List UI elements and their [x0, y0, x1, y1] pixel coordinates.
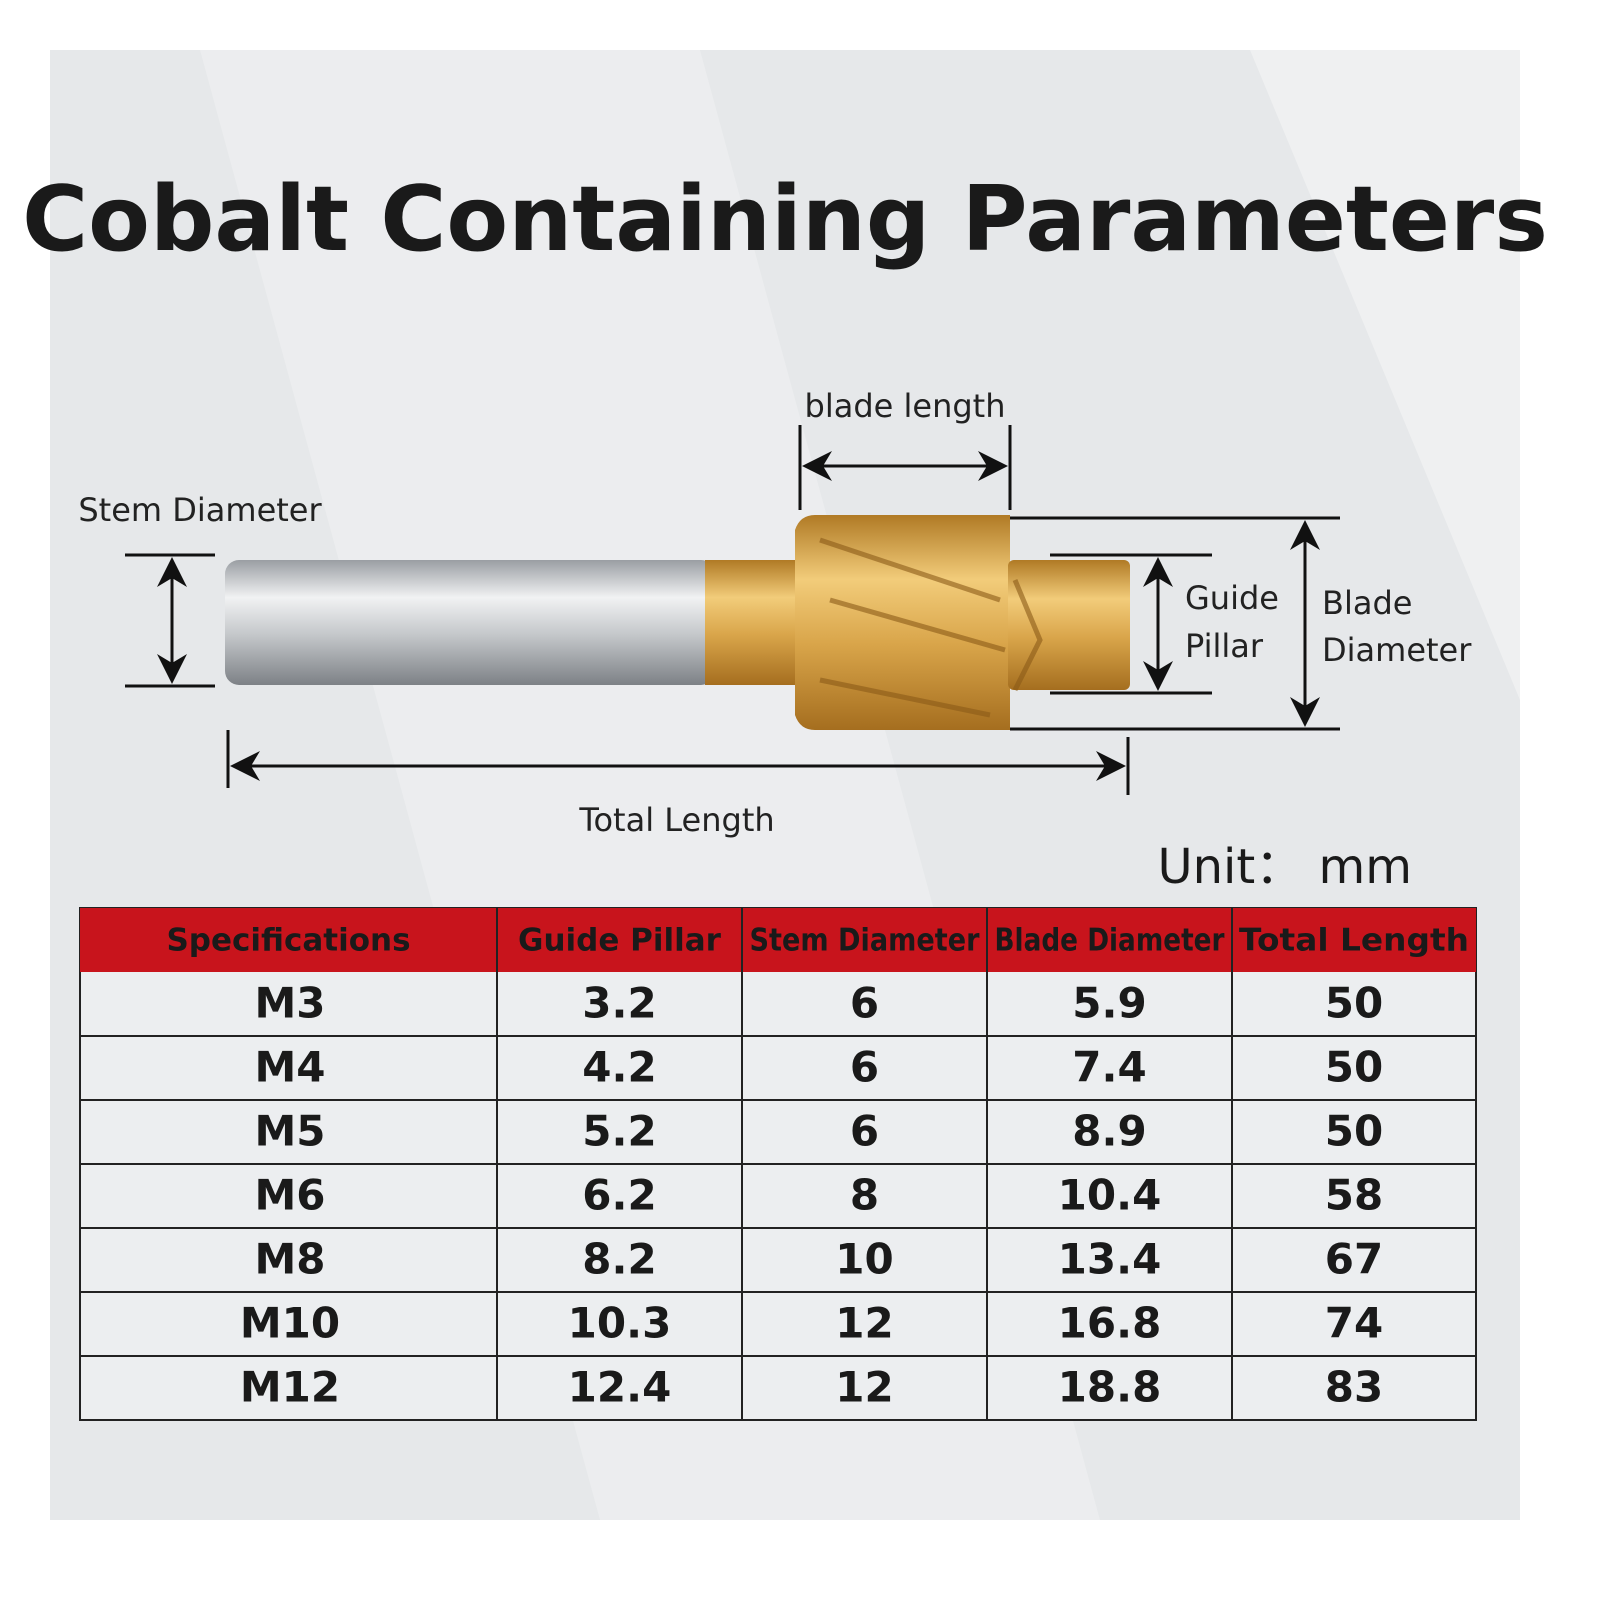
table-cell: 7.4: [1072, 1043, 1146, 1092]
table-cell: 13.4: [1058, 1235, 1162, 1284]
dim-label: Blade: [1322, 584, 1412, 622]
table-cell: 8.2: [582, 1235, 656, 1284]
table-cell: 58: [1325, 1171, 1383, 1220]
table-cell: 10.4: [1058, 1171, 1162, 1220]
tool-illustration: [225, 515, 1130, 730]
table-cell: 6: [850, 979, 879, 1028]
table-cell: 67: [1325, 1235, 1383, 1284]
dim-label: Guide: [1185, 579, 1279, 617]
table-cell: 3.2: [582, 979, 656, 1028]
spec-table: Specifications Guide Pillar Stem Diameter B…: [79, 907, 1477, 1421]
table-cell: 50: [1325, 979, 1383, 1028]
header-cell: Guide Pillar: [518, 923, 722, 959]
header-cell: Stem Diameter: [750, 923, 981, 959]
table-cell: 6: [850, 1043, 879, 1092]
table-cell: 6: [850, 1107, 879, 1156]
table-cell: 4.2: [582, 1043, 656, 1092]
table-cell: 50: [1325, 1043, 1383, 1092]
header-cell: Blade Diameter: [995, 923, 1226, 959]
header-cell: Specifications: [166, 923, 410, 959]
header-cell: Total Length: [1239, 923, 1469, 959]
table-cell: M5: [254, 1107, 325, 1156]
table-cell: 12.4: [568, 1363, 672, 1412]
table-cell: 5.2: [582, 1107, 656, 1156]
table-cell: 16.8: [1058, 1299, 1162, 1348]
table-cell: 12: [835, 1363, 893, 1412]
table-cell: 10: [835, 1235, 893, 1284]
table-cell: M10: [240, 1299, 340, 1348]
table-cell: 50: [1325, 1107, 1383, 1156]
table-cell: 6.2: [582, 1171, 656, 1220]
table-header: [80, 908, 1476, 972]
table-cell: 10.3: [568, 1299, 672, 1348]
dimension-lines: [125, 425, 1340, 795]
table-cell: 12: [835, 1299, 893, 1348]
dim-label: Diameter: [1322, 631, 1472, 669]
table-cell: 8: [850, 1171, 879, 1220]
title: Cobalt Containing Parameters: [22, 167, 1548, 272]
table-cell: M6: [254, 1171, 325, 1220]
dim-label: Total Length: [578, 801, 774, 839]
dim-label: Stem Diameter: [78, 491, 322, 529]
dim-label: Pillar: [1185, 627, 1264, 665]
table-cell: 74: [1325, 1299, 1383, 1348]
table-cell: 8.9: [1072, 1107, 1146, 1156]
table-cell: 18.8: [1058, 1363, 1162, 1412]
dim-label: blade length: [805, 387, 1006, 425]
table-cell: M8: [254, 1235, 325, 1284]
table-cell: 83: [1325, 1363, 1383, 1412]
bg-stripe: [1250, 50, 1520, 700]
table-cell: 5.9: [1072, 979, 1146, 1028]
table-cell: M4: [254, 1043, 325, 1092]
unit-label: Unit： mm: [1158, 839, 1413, 895]
table-cell: M12: [240, 1363, 340, 1412]
table-cell: M3: [254, 979, 325, 1028]
